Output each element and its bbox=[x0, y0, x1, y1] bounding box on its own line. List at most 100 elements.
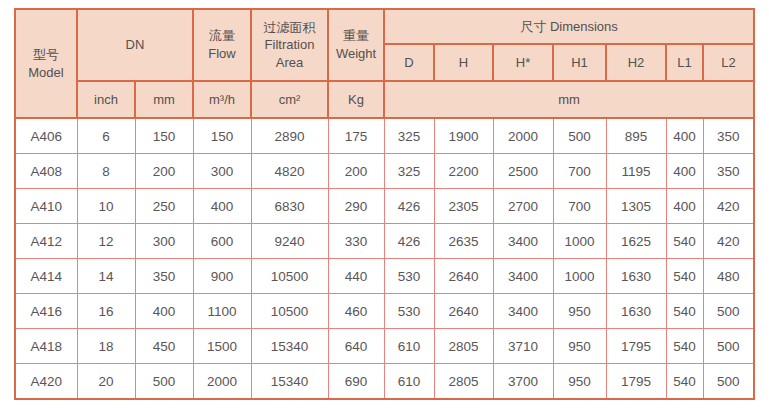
value-cell: 1900 bbox=[434, 118, 493, 154]
value-cell: 325 bbox=[384, 118, 434, 154]
spec-table-body: A406615015028901753251900200050089540035… bbox=[15, 118, 754, 399]
spec-table: 型号 Model DN 流量 Flow 过滤面积 Filtration Area… bbox=[14, 8, 755, 400]
value-cell: 1795 bbox=[606, 329, 666, 364]
value-cell: 150 bbox=[193, 118, 251, 154]
value-cell: 3400 bbox=[493, 294, 553, 329]
value-cell: 15340 bbox=[251, 329, 328, 364]
model-cell: A406 bbox=[15, 118, 77, 154]
value-cell: 2500 bbox=[493, 154, 553, 189]
value-cell: 3400 bbox=[493, 259, 553, 294]
value-cell: 20 bbox=[77, 364, 135, 400]
value-cell: 300 bbox=[193, 154, 251, 189]
value-cell: 200 bbox=[328, 154, 384, 189]
value-cell: 460 bbox=[328, 294, 384, 329]
value-cell: 2000 bbox=[493, 118, 553, 154]
value-cell: 690 bbox=[328, 364, 384, 400]
value-cell: 12 bbox=[77, 224, 135, 259]
value-cell: 500 bbox=[703, 294, 754, 329]
value-cell: 290 bbox=[328, 189, 384, 224]
value-cell: 300 bbox=[135, 224, 193, 259]
value-cell: 610 bbox=[384, 329, 434, 364]
value-cell: 610 bbox=[384, 364, 434, 400]
value-cell: 600 bbox=[193, 224, 251, 259]
header-dim-d: D bbox=[384, 44, 434, 81]
header-dim-h2: H2 bbox=[606, 44, 666, 81]
spec-table-container: 型号 Model DN 流量 Flow 过滤面积 Filtration Area… bbox=[14, 8, 755, 400]
value-cell: 480 bbox=[703, 259, 754, 294]
value-cell: 1305 bbox=[606, 189, 666, 224]
value-cell: 895 bbox=[606, 118, 666, 154]
header-dim-h1: H1 bbox=[553, 44, 606, 81]
header-model: 型号 Model bbox=[15, 9, 77, 118]
model-cell: A416 bbox=[15, 294, 77, 329]
value-cell: 350 bbox=[703, 118, 754, 154]
value-cell: 350 bbox=[135, 259, 193, 294]
value-cell: 150 bbox=[135, 118, 193, 154]
table-row: A420205002000153406906102805370095017955… bbox=[15, 364, 754, 400]
header-dimensions: 尺寸 Dimensions bbox=[384, 9, 754, 44]
value-cell: 16 bbox=[77, 294, 135, 329]
value-cell: 9240 bbox=[251, 224, 328, 259]
value-cell: 2640 bbox=[434, 294, 493, 329]
value-cell: 1625 bbox=[606, 224, 666, 259]
unit-inch: inch bbox=[77, 81, 135, 118]
value-cell: 540 bbox=[666, 294, 703, 329]
model-cell: A412 bbox=[15, 224, 77, 259]
value-cell: 1100 bbox=[193, 294, 251, 329]
value-cell: 900 bbox=[193, 259, 251, 294]
value-cell: 1500 bbox=[193, 329, 251, 364]
value-cell: 1795 bbox=[606, 364, 666, 400]
value-cell: 2305 bbox=[434, 189, 493, 224]
value-cell: 2805 bbox=[434, 364, 493, 400]
table-row: A406615015028901753251900200050089540035… bbox=[15, 118, 754, 154]
value-cell: 540 bbox=[666, 329, 703, 364]
value-cell: 2700 bbox=[493, 189, 553, 224]
value-cell: 6 bbox=[77, 118, 135, 154]
value-cell: 18 bbox=[77, 329, 135, 364]
header-dim-l2: L2 bbox=[703, 44, 754, 81]
value-cell: 540 bbox=[666, 224, 703, 259]
unit-mm: mm bbox=[135, 81, 193, 118]
value-cell: 3700 bbox=[493, 364, 553, 400]
value-cell: 426 bbox=[384, 224, 434, 259]
model-cell: A408 bbox=[15, 154, 77, 189]
value-cell: 2200 bbox=[434, 154, 493, 189]
value-cell: 950 bbox=[553, 294, 606, 329]
value-cell: 450 bbox=[135, 329, 193, 364]
header-dim-l1: L1 bbox=[666, 44, 703, 81]
value-cell: 15340 bbox=[251, 364, 328, 400]
value-cell: 950 bbox=[553, 364, 606, 400]
spec-table-header: 型号 Model DN 流量 Flow 过滤面积 Filtration Area… bbox=[15, 9, 754, 118]
header-dn: DN bbox=[77, 9, 193, 81]
header-dim-h-star: H* bbox=[493, 44, 553, 81]
model-cell: A410 bbox=[15, 189, 77, 224]
model-cell: A420 bbox=[15, 364, 77, 400]
value-cell: 400 bbox=[135, 294, 193, 329]
value-cell: 700 bbox=[553, 154, 606, 189]
value-cell: 700 bbox=[553, 189, 606, 224]
value-cell: 500 bbox=[553, 118, 606, 154]
value-cell: 530 bbox=[384, 259, 434, 294]
unit-flow: m³/h bbox=[193, 81, 251, 118]
table-row: A410102504006830290426230527007001305400… bbox=[15, 189, 754, 224]
unit-area: cm² bbox=[251, 81, 328, 118]
value-cell: 400 bbox=[666, 189, 703, 224]
value-cell: 350 bbox=[703, 154, 754, 189]
value-cell: 1195 bbox=[606, 154, 666, 189]
value-cell: 400 bbox=[666, 154, 703, 189]
value-cell: 950 bbox=[553, 329, 606, 364]
value-cell: 3400 bbox=[493, 224, 553, 259]
value-cell: 2000 bbox=[193, 364, 251, 400]
header-filtration-area: 过滤面积 Filtration Area bbox=[251, 9, 328, 81]
value-cell: 420 bbox=[703, 189, 754, 224]
value-cell: 2640 bbox=[434, 259, 493, 294]
table-row: A408820030048202003252200250070011954003… bbox=[15, 154, 754, 189]
value-cell: 250 bbox=[135, 189, 193, 224]
value-cell: 530 bbox=[384, 294, 434, 329]
value-cell: 8 bbox=[77, 154, 135, 189]
header-weight: 重量 Weight bbox=[328, 9, 384, 81]
value-cell: 3710 bbox=[493, 329, 553, 364]
value-cell: 6830 bbox=[251, 189, 328, 224]
value-cell: 440 bbox=[328, 259, 384, 294]
table-row: A412123006009240330426263534001000162554… bbox=[15, 224, 754, 259]
